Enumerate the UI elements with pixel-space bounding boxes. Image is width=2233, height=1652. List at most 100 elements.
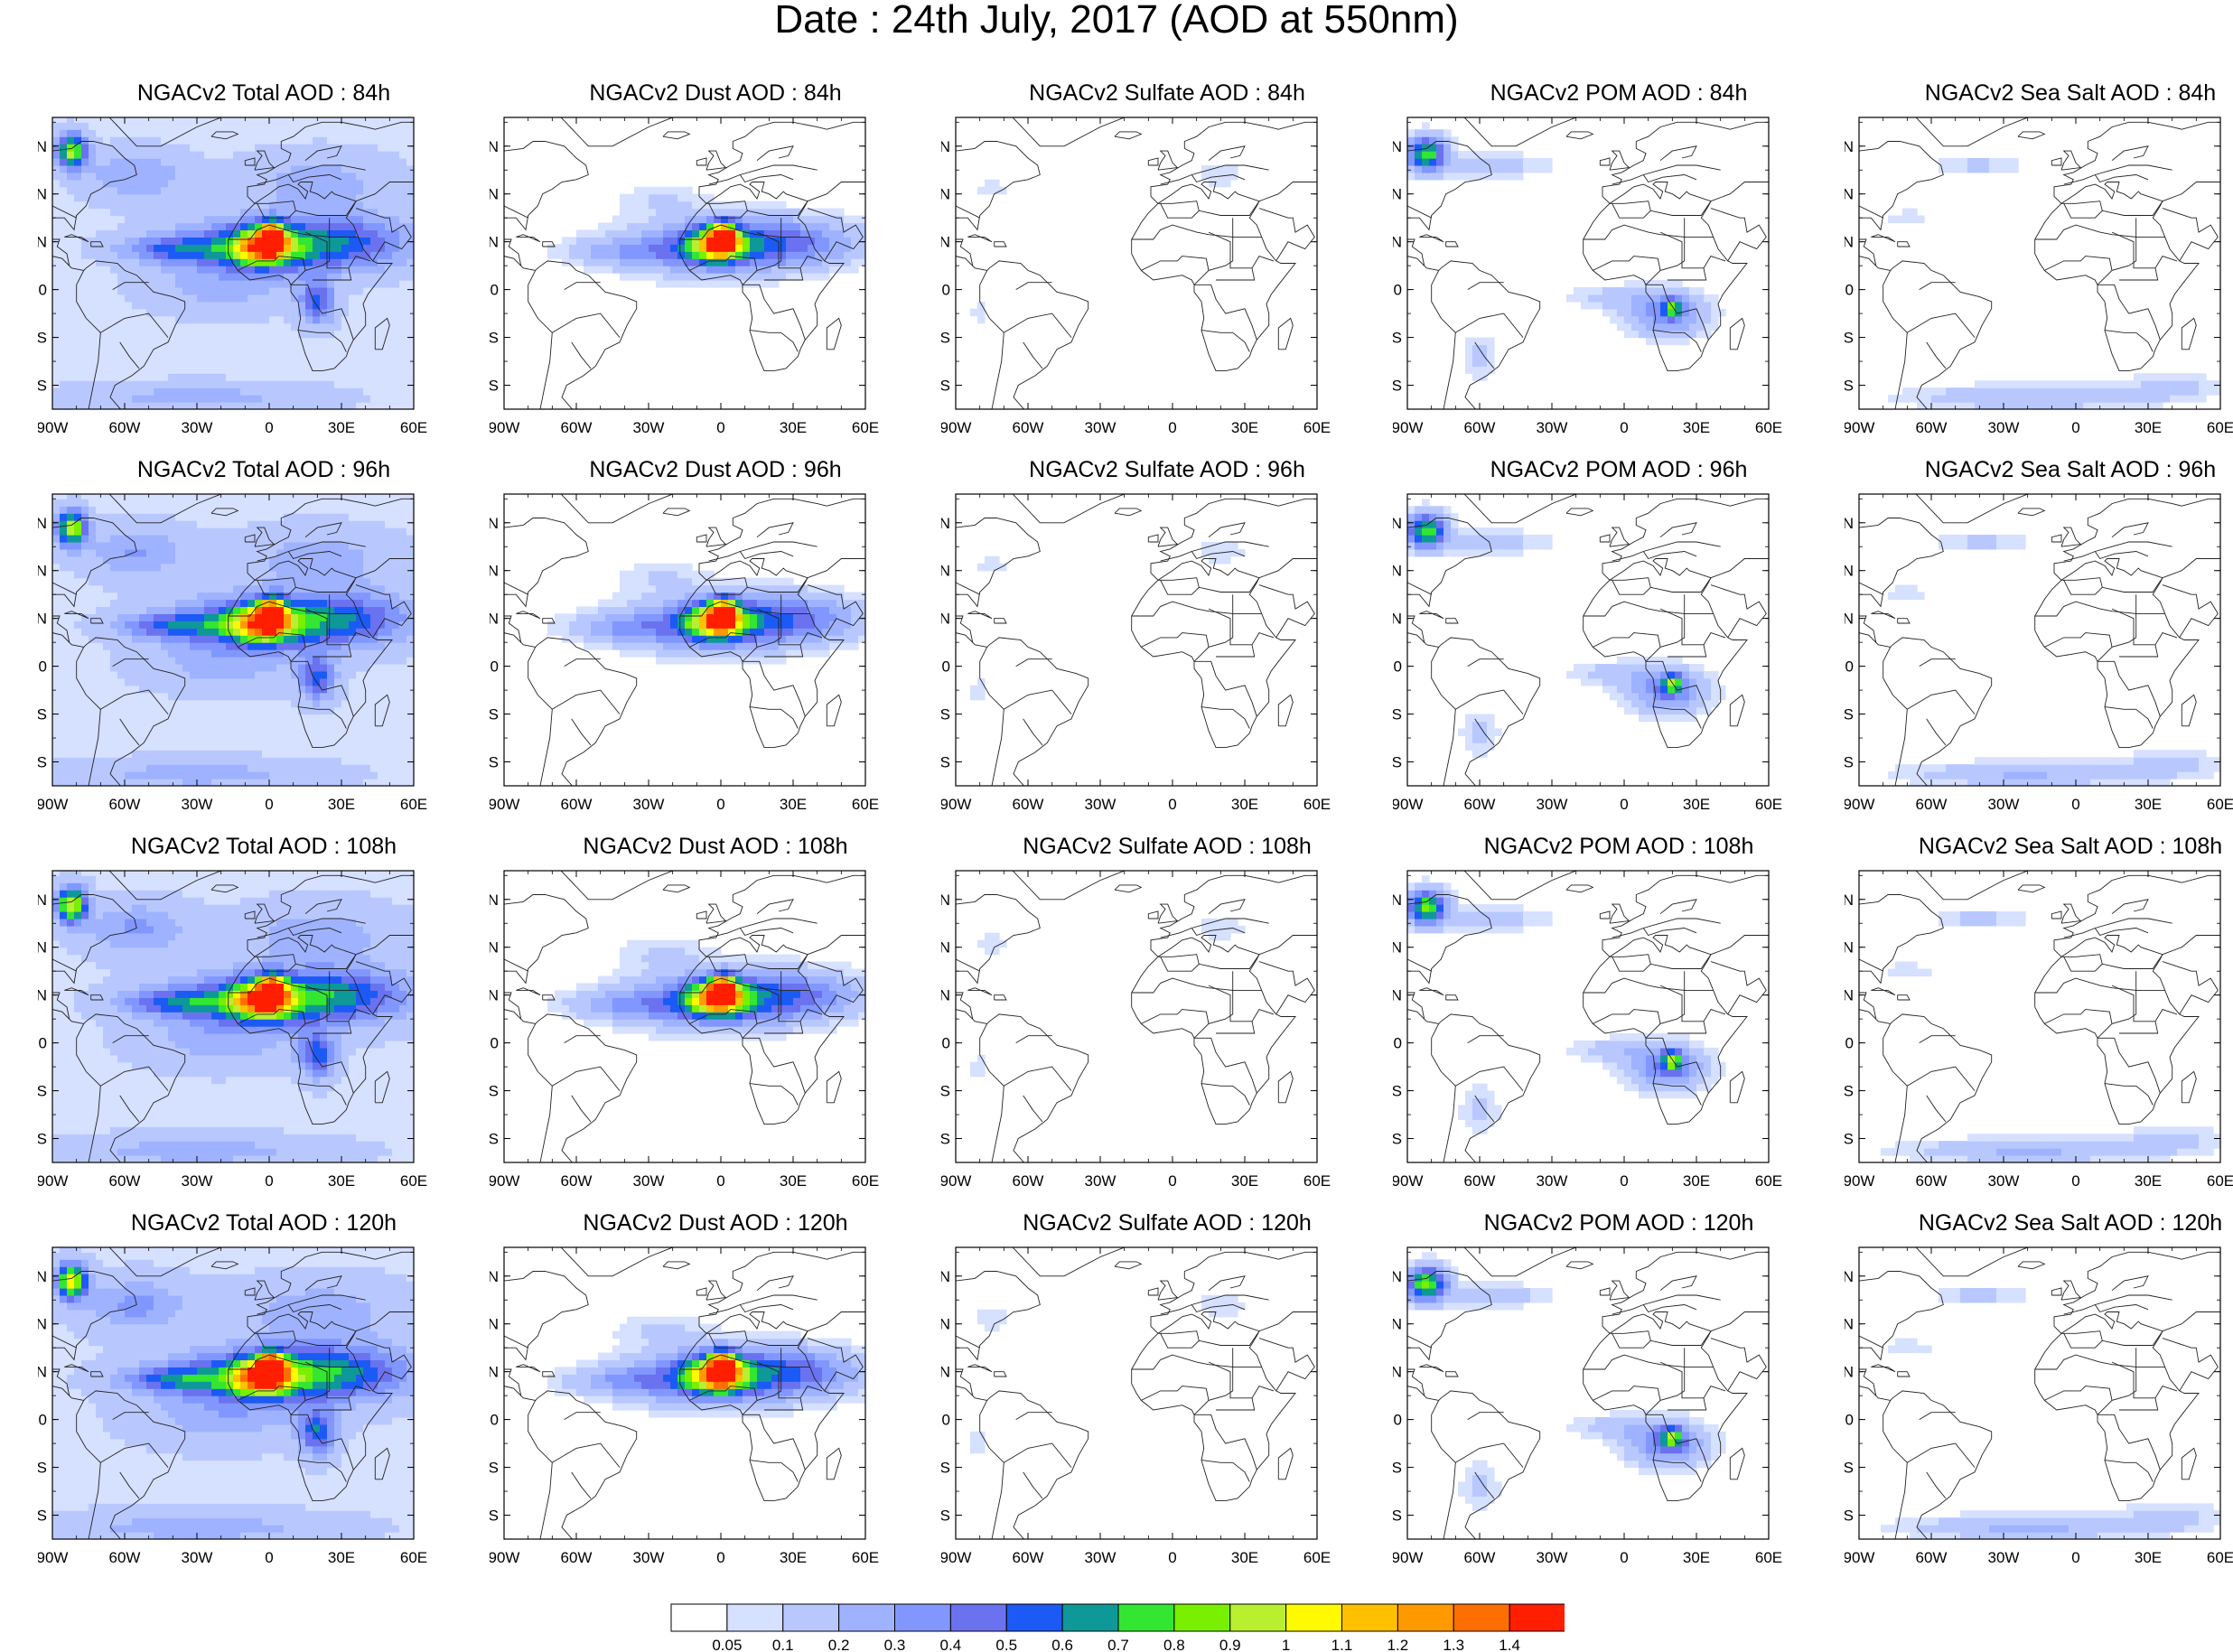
lon-tick-label: 30W — [633, 1172, 665, 1190]
lat-tick-label: 0 — [39, 658, 47, 676]
lon-tick-label: 30W — [633, 419, 665, 436]
panel-title: NGACv2 Dust AOD : 84h — [589, 80, 842, 106]
panel-title: NGACv2 Total AOD : 96h — [136, 457, 391, 482]
coastlines — [956, 117, 1317, 409]
lon-tick-label: 60W — [561, 419, 593, 436]
colorbar-label: 0.8 — [1163, 1637, 1185, 1652]
aod-map: 90W 60W 30W 0 30E 60E 60N 40N 20N 0 20S 40S — [490, 870, 879, 1190]
map-panel-sulfate-row4: NGACv2 Sulfate AOD : 120h 90W 60W 30W 0 30E 60… — [941, 1209, 1393, 1584]
lat-tick-label: 0 — [942, 282, 950, 299]
lat-tick-label: 0 — [942, 1412, 950, 1429]
lon-tick-label: 30E — [2135, 419, 2162, 436]
colorbar-swatch — [1509, 1603, 1565, 1632]
lat-tick-label: 40N — [490, 939, 499, 957]
lon-tick-label: 60W — [109, 419, 141, 436]
lon-tick-label: 90W — [941, 1549, 971, 1566]
lat-tick-label: 60N — [1393, 515, 1402, 532]
lon-tick-label: 30W — [1085, 1172, 1116, 1190]
lat-tick-label: 20N — [38, 1364, 47, 1381]
lon-tick-label: 90W — [1845, 796, 1874, 813]
colorbar-swatch — [894, 1603, 951, 1632]
lon-tick-label: 60E — [400, 1172, 427, 1190]
lat-tick-label: 20N — [1393, 234, 1402, 251]
lat-tick-label: 0 — [1845, 658, 1854, 676]
lat-tick-label: 40N — [490, 186, 499, 203]
aod-field — [1881, 911, 2220, 1162]
lon-tick-label: 30W — [1537, 796, 1568, 813]
lon-tick-label: 60W — [561, 796, 593, 813]
lat-tick-label: 40S — [490, 754, 499, 771]
lon-tick-label: 30E — [328, 1172, 355, 1190]
aod-field — [547, 186, 865, 288]
lon-tick-label: 90W — [941, 419, 971, 436]
map-frame — [1858, 1246, 2221, 1540]
aod-field — [970, 1294, 1246, 1454]
lat-tick-label: 20S — [941, 330, 950, 347]
lon-tick-label: 90W — [1845, 1172, 1874, 1190]
lat-tick-label: 60N — [38, 1268, 47, 1285]
coastlines — [52, 871, 414, 1162]
lat-tick-label: 40N — [1845, 186, 1854, 203]
coastlines — [52, 1247, 414, 1539]
map-frame — [955, 117, 1318, 410]
lon-tick-label: 90W — [490, 1549, 519, 1566]
lat-tick-label: 60N — [490, 138, 499, 155]
lat-tick-label: 20S — [1393, 330, 1402, 347]
aod-map: 90W 60W 30W 0 30E 60E 60N 40N 20N 0 20S 40S — [941, 1246, 1331, 1566]
lat-tick-label: 40S — [1393, 1131, 1402, 1148]
lat-tick-label: 60N — [1845, 1268, 1854, 1285]
lon-tick-label: 30E — [1231, 419, 1258, 436]
map-frame — [51, 1246, 415, 1540]
coastlines — [504, 1247, 865, 1539]
lon-tick-label: 60W — [109, 1172, 141, 1190]
colorbar-label: 0.4 — [940, 1637, 962, 1652]
lat-tick-label: 20N — [38, 611, 47, 628]
lat-tick-label: 60N — [490, 515, 499, 532]
aod-field — [1407, 1252, 1726, 1511]
lon-tick-label: 90W — [38, 796, 68, 813]
panel-title: NGACv2 POM AOD : 84h — [1490, 80, 1748, 106]
map-panel-total-row2: NGACv2 Total AOD : 96h 90W 60W 30W 0 30E 60E 60… — [38, 456, 490, 831]
lat-tick-label: 40N — [1393, 939, 1402, 957]
lat-tick-label: 40S — [941, 1507, 950, 1525]
map-panel-dust-row1: NGACv2 Dust AOD : 84h 90W 60W 30W 0 30E 60E 60N… — [490, 79, 941, 454]
lon-tick-label: 60E — [852, 1172, 879, 1190]
lon-tick-label: 90W — [38, 1172, 68, 1190]
lat-tick-label: 40N — [490, 563, 499, 580]
panel-title: NGACv2 Sea Salt AOD : 108h — [1918, 834, 2223, 859]
lon-tick-label: 60E — [1755, 796, 1782, 813]
lon-tick-label: 90W — [1393, 1172, 1423, 1190]
colorbar-label: 1 — [1282, 1637, 1290, 1652]
lat-tick-label: 20S — [490, 706, 499, 723]
lon-tick-label: 0 — [716, 1549, 724, 1566]
lon-tick-label: 60W — [1464, 419, 1496, 436]
lon-tick-label: 30W — [1085, 419, 1116, 436]
lat-tick-label: 20N — [490, 234, 499, 251]
map-panel-dust-row2: NGACv2 Dust AOD : 96h 90W 60W 30W 0 30E 60E 60N… — [490, 456, 941, 831]
lon-tick-label: 0 — [2071, 1172, 2079, 1190]
lon-tick-label: 90W — [941, 1172, 971, 1190]
coastlines — [1407, 871, 1769, 1162]
lon-tick-label: 30E — [1683, 419, 1710, 436]
map-panel-dust-row3: NGACv2 Dust AOD : 108h 90W 60W 30W 0 30E 60E 60… — [490, 833, 941, 1208]
lat-tick-label: 60N — [1393, 891, 1402, 909]
lat-tick-label: 40S — [490, 1507, 499, 1525]
map-panel-sulfate-row2: NGACv2 Sulfate AOD : 96h 90W 60W 30W 0 30E 60E… — [941, 456, 1393, 831]
lat-tick-label: 20S — [38, 330, 47, 347]
lat-tick-label: 40S — [1393, 1507, 1402, 1525]
lon-tick-label: 60W — [1464, 1549, 1496, 1566]
lon-tick-label: 30W — [182, 419, 213, 436]
coastlines — [1407, 494, 1769, 786]
lon-tick-label: 0 — [1620, 1549, 1628, 1566]
lat-tick-label: 20S — [1845, 330, 1854, 347]
lon-tick-label: 30E — [328, 796, 355, 813]
lat-tick-label: 20S — [941, 1460, 950, 1477]
lat-tick-label: 0 — [491, 1035, 499, 1052]
lon-tick-label: 30E — [1231, 1549, 1258, 1566]
map-panel-dust-row4: NGACv2 Dust AOD : 120h 90W 60W 30W 0 30E 60E 60… — [490, 1209, 941, 1584]
lat-tick-label: 20S — [490, 330, 499, 347]
colorbar-label: 1.1 — [1331, 1637, 1353, 1652]
aod-map: 90W 60W 30W 0 30E 60E 60N 40N 20N 0 20S 40S — [1845, 117, 2233, 436]
lon-tick-label: 30W — [1988, 419, 2020, 436]
lon-tick-label: 60E — [2207, 796, 2233, 813]
